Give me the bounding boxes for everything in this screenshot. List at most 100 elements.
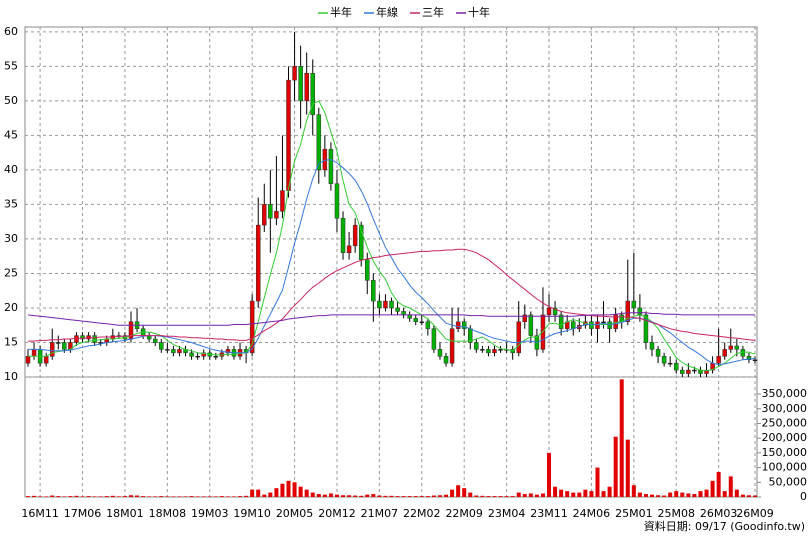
- volume-bar: [753, 495, 757, 497]
- volume-bar: [553, 486, 558, 497]
- volume-bar: [534, 494, 539, 497]
- candle-body: [401, 311, 406, 316]
- volume-bar: [583, 489, 588, 497]
- candle-body: [292, 66, 297, 81]
- legend-label: 十年: [468, 5, 490, 19]
- volume-bar: [565, 491, 570, 497]
- volume-bar: [389, 495, 394, 497]
- volume-bar: [522, 494, 527, 497]
- candle-body: [383, 300, 388, 309]
- candle-body: [728, 345, 734, 350]
- x-tick-label: 17M06: [64, 507, 102, 520]
- y-tick-label: 25: [4, 266, 18, 279]
- volume-bar: [371, 494, 376, 497]
- volume-bar: [377, 495, 382, 497]
- volume-bar: [510, 496, 515, 497]
- volume-bar: [135, 495, 140, 497]
- x-tick-label: 18M08: [149, 507, 187, 520]
- candle-body: [274, 211, 279, 219]
- candle-body: [31, 349, 37, 357]
- candle-body: [461, 321, 467, 329]
- x-tick-label: 20M05: [276, 507, 314, 520]
- candle-body: [667, 362, 673, 365]
- volume-bar: [716, 472, 721, 497]
- candle-body: [177, 349, 182, 354]
- x-tick-label: 19M03: [191, 507, 229, 520]
- candle-body: [334, 183, 340, 219]
- volume-bar: [383, 495, 388, 497]
- volume-tick-label: 200,000: [762, 431, 808, 444]
- volume-bar: [26, 496, 30, 497]
- volume-bar: [692, 494, 697, 497]
- candle-body: [280, 190, 285, 212]
- x-tick-label: 21M07: [361, 507, 399, 520]
- volume-bar: [86, 496, 91, 497]
- volume-bar: [183, 496, 188, 497]
- volume-bar: [686, 493, 691, 497]
- candle-body: [673, 362, 679, 371]
- candle-body: [171, 349, 176, 354]
- candle-body: [316, 114, 322, 171]
- candle-body: [49, 342, 55, 357]
- volume-bar: [116, 496, 121, 497]
- volume-bar: [456, 485, 461, 497]
- ma-line: [28, 100, 756, 372]
- candle-body: [474, 342, 479, 350]
- candle-body: [571, 321, 576, 329]
- volume-bar: [474, 495, 479, 497]
- ma-line: [28, 248, 756, 342]
- volume-bar: [347, 495, 352, 497]
- volume-bar: [631, 485, 636, 497]
- y-tick-label: 20: [4, 301, 18, 314]
- candle-body: [425, 321, 431, 329]
- x-tick-label: 25M01: [615, 507, 653, 520]
- volume-bar: [159, 496, 164, 497]
- x-tick-label: 26M09: [736, 507, 774, 520]
- volume-bar: [407, 496, 412, 497]
- candle-body: [655, 349, 661, 357]
- candle-body: [692, 369, 697, 372]
- volume-bar: [656, 495, 661, 497]
- candle-body: [686, 369, 691, 374]
- candle-body: [631, 300, 637, 309]
- volume-bar: [328, 493, 333, 497]
- volume-bar: [256, 489, 261, 497]
- volume-bar: [128, 495, 133, 497]
- candle-body: [165, 349, 170, 351]
- volume-bar: [504, 496, 509, 497]
- x-tick-label: 18M01: [106, 507, 144, 520]
- volume-bar: [431, 495, 436, 497]
- candle-body: [522, 314, 528, 323]
- x-tick-label: 22M02: [403, 507, 441, 520]
- volume-bar: [334, 494, 339, 497]
- candle-body: [152, 338, 158, 343]
- candle-body: [249, 300, 255, 354]
- volume-bar: [480, 495, 485, 497]
- y-tick-label: 35: [4, 197, 18, 210]
- volume-bar: [498, 496, 503, 497]
- volume-bar: [710, 480, 715, 497]
- plot-frame: [24, 26, 758, 498]
- volume-bar: [213, 496, 218, 497]
- volume-bar: [304, 489, 309, 497]
- volume-bar: [153, 496, 158, 497]
- candle-body: [80, 335, 85, 340]
- volume-bar: [219, 496, 224, 497]
- volume-bar: [613, 436, 618, 497]
- y-tick-label: 45: [4, 128, 18, 141]
- candle-body: [389, 300, 394, 309]
- volume-bar: [528, 493, 533, 497]
- volume-bar: [444, 494, 449, 497]
- candle-body: [304, 73, 309, 102]
- volume-bar: [595, 467, 600, 497]
- y-tick-label: 30: [4, 232, 18, 245]
- volume-bar: [559, 489, 564, 497]
- volume-bar: [365, 494, 370, 497]
- candle-body: [25, 356, 31, 364]
- candle-body: [328, 148, 334, 184]
- volume-bar: [274, 488, 279, 497]
- candle-body: [286, 79, 291, 191]
- volume-bar: [492, 496, 497, 497]
- candle-body: [625, 300, 631, 323]
